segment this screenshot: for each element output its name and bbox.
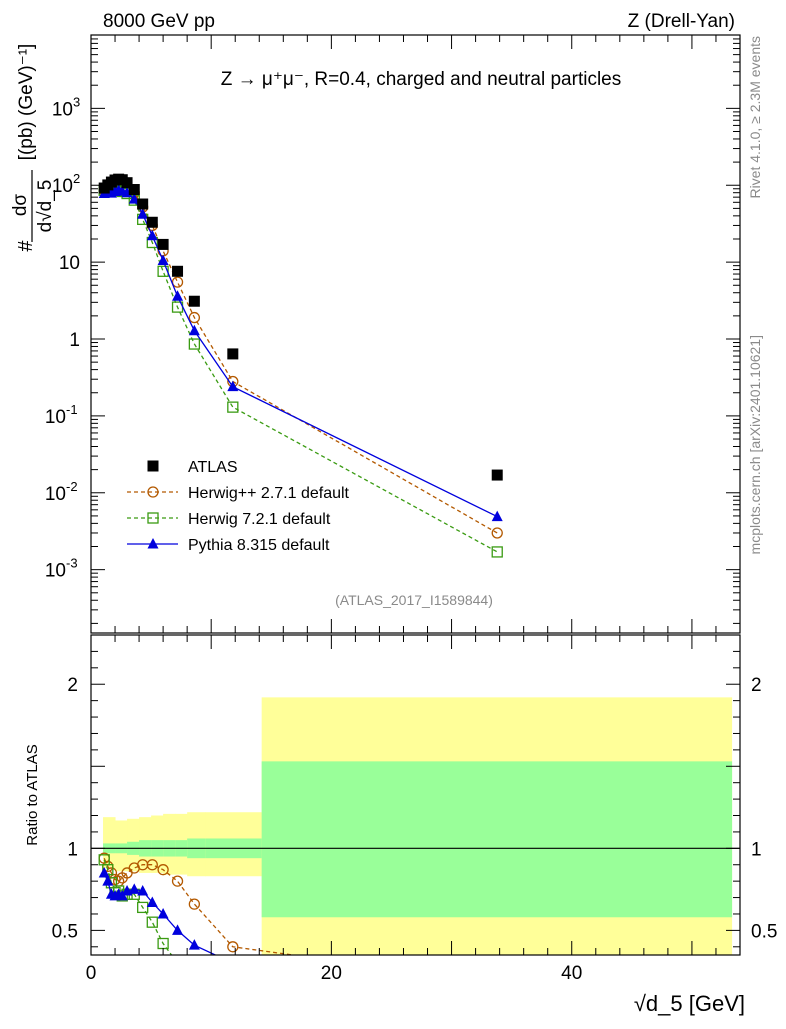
y-tick-label: 10 (45, 484, 66, 505)
plot-title: Z → μ⁺μ⁻, R=0.4, charged and neutral par… (221, 69, 622, 90)
legend-label: ATLAS (188, 459, 238, 476)
atlas-point (172, 265, 184, 277)
y-tick-exponent: -1 (66, 402, 78, 417)
legend-marker (147, 486, 159, 498)
y-tick-label: 1 (69, 330, 80, 351)
ratio-herwig-7-2-1-default-line (103, 859, 173, 955)
ratio-pythia-8-315-default-point (492, 959, 503, 970)
y-tick-exponent: -2 (66, 479, 78, 494)
ratio-herwig-7-2-1-default-point (137, 901, 149, 914)
atlas-point (157, 238, 169, 250)
main-y-axis-label: # dσ d√d_5 [(pb) (GeV)⁻¹] (10, 44, 56, 252)
analysis-tag: (ATLAS_2017_I1589844) (335, 592, 493, 608)
pythia-8-315-default-point (146, 229, 158, 241)
atlas-point (188, 295, 200, 307)
ratio-y-tick-label: 2 (67, 675, 78, 696)
x-tick-label: 40 (561, 963, 582, 984)
ratio-pythia-8-315-default-point (227, 957, 238, 968)
x-axis-label: √d_5 [GeV] (634, 991, 745, 1016)
rivet-version-label: Rivet 4.1.0, ≥ 2.3M events (747, 36, 763, 199)
y-tick-label: 10 (52, 176, 73, 197)
ratio-pythia-8-315-default-point (128, 883, 140, 894)
ratio-herwig-7-2-1-default-point (146, 916, 158, 928)
legend-marker (147, 538, 159, 549)
legend-marker (147, 512, 159, 524)
herwig-2-7-1-default-point (491, 527, 503, 539)
ratio-herwig-7-2-1-default-point (189, 975, 199, 985)
y-tick-label: 10 (45, 407, 66, 428)
ratio-pythia-8-315-default-point (98, 866, 110, 878)
ratio-pythia-8-315-default-point (146, 896, 158, 907)
ratio-y-tick-label-right: 0.5 (751, 921, 777, 942)
pythia-8-315-default-point (137, 208, 149, 219)
herwig-2-7-1-default-line (103, 185, 498, 534)
herwig-7-2-1-default-point (491, 546, 503, 558)
legend-label: Herwig 7.2.1 default (188, 511, 331, 528)
y-tick-label: 10 (45, 561, 66, 582)
x-tick-label: 20 (321, 963, 342, 984)
pythia-8-315-default-point (157, 254, 169, 265)
main-plot-frame (90, 34, 741, 634)
pythia-8-315-default-point (172, 290, 184, 301)
pythia-8-315-default-point (491, 510, 503, 522)
ratio-pythia-8-315-default-point (188, 939, 200, 950)
ratio-herwig-2-7-1-default-point (146, 859, 158, 871)
pythia-8-315-default-point (227, 380, 239, 392)
y-tick-exponent: 2 (73, 171, 80, 186)
beam-label: 8000 GeV pp (103, 11, 215, 32)
atlas-point (146, 216, 158, 228)
process-label: Z (Drell-Yan) (628, 11, 735, 32)
ratio-herwig-2-7-1-default-point (171, 875, 184, 887)
pythia-8-315-default-point (188, 324, 200, 336)
ratio-plot-series (98, 852, 503, 1004)
ratio-herwig-2-7-1-default-point (157, 864, 169, 876)
ratio-y-tick-label-right: 1 (751, 839, 762, 860)
main-plot-series (98, 173, 503, 558)
atlas-point (491, 469, 503, 481)
y-label-denominator: d√d_5 (35, 180, 56, 233)
mcplots-label: mcplots.cern.ch [arXiv:2401.10621] (747, 335, 763, 554)
ratio-herwig-7-2-1-default-point (173, 958, 183, 968)
ratio-pythia-8-315-default-point (157, 907, 169, 919)
ratio-herwig-7-2-1-default-point (228, 991, 238, 1001)
y-tick-exponent: 3 (73, 94, 80, 109)
ratio-pythia-8-315-default-point (172, 924, 184, 935)
herwig-7-2-1-default-point (188, 338, 201, 350)
legend-label: Herwig++ 2.7.1 default (188, 485, 350, 502)
atlas-point (128, 184, 140, 196)
legend: ATLAS Herwig++ 2.7.1 default Herwig 7.2.1 … (127, 459, 350, 554)
atlas-point (121, 177, 133, 189)
ratio-herwig-2-7-1-default-point (492, 978, 502, 988)
y-label-prefix: # (15, 240, 37, 252)
ratio-plot-frame (90, 634, 741, 956)
y-label-numerator: dσ (10, 194, 31, 217)
ratio-herwig-7-2-1-default-point (492, 994, 502, 1004)
y-tick-exponent: -3 (66, 556, 78, 571)
y-tick-label: 10 (59, 253, 80, 274)
ratio-y-tick-label: 0.5 (52, 921, 78, 942)
x-tick-label: 0 (86, 963, 97, 984)
atlas-point (227, 348, 239, 360)
y-tick-label: 10 (52, 99, 73, 120)
ratio-pythia-8-315-default-point (102, 875, 114, 886)
y-label-units: [(pb) (GeV)⁻¹] (16, 44, 37, 161)
legend-label: Pythia 8.315 default (188, 537, 330, 554)
ratio-uncertainty-bands (103, 697, 733, 955)
herwig-7-2-1-default-point (227, 401, 239, 413)
ratio-herwig-2-7-1-default-point (227, 941, 239, 953)
band-inner-bin (261, 761, 733, 918)
pythia-8-315-default-point (128, 193, 140, 204)
ratio-pythia-8-315-default-point (137, 885, 149, 896)
legend-marker (147, 460, 159, 472)
ratio-y-tick-label-right: 2 (751, 675, 762, 696)
ratio-herwig-2-7-1-default-point (188, 898, 201, 910)
atlas-point (137, 198, 149, 210)
herwig-2-7-1-default-point (171, 276, 184, 288)
ratio-y-tick-label: 1 (67, 839, 78, 860)
herwig-2-7-1-default-point (188, 311, 201, 324)
ratio-y-axis-label: Ratio to ATLAS (24, 744, 41, 845)
